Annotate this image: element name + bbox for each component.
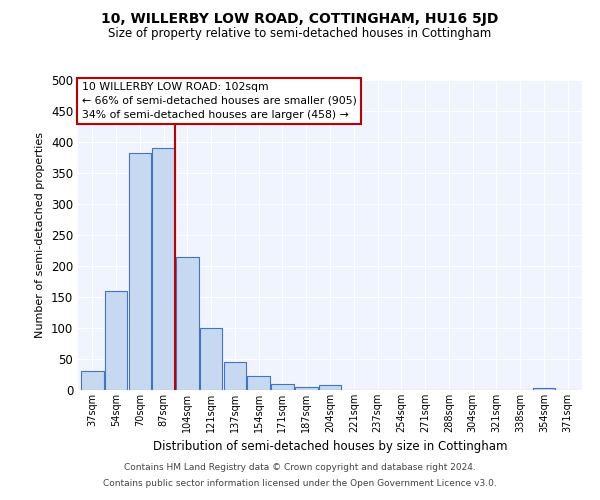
Bar — [152, 148, 175, 390]
Y-axis label: Number of semi-detached properties: Number of semi-detached properties — [35, 132, 46, 338]
Bar — [224, 362, 246, 390]
Bar — [319, 385, 341, 390]
Bar — [81, 372, 104, 390]
Text: 10, WILLERBY LOW ROAD, COTTINGHAM, HU16 5JD: 10, WILLERBY LOW ROAD, COTTINGHAM, HU16 … — [101, 12, 499, 26]
Bar — [200, 328, 223, 390]
X-axis label: Distribution of semi-detached houses by size in Cottingham: Distribution of semi-detached houses by … — [153, 440, 507, 454]
Bar — [247, 376, 270, 390]
Text: Size of property relative to semi-detached houses in Cottingham: Size of property relative to semi-detach… — [109, 28, 491, 40]
Text: 10 WILLERBY LOW ROAD: 102sqm
← 66% of semi-detached houses are smaller (905)
34%: 10 WILLERBY LOW ROAD: 102sqm ← 66% of se… — [82, 82, 356, 120]
Bar — [128, 152, 151, 390]
Bar — [271, 384, 294, 390]
Bar — [533, 388, 555, 390]
Text: Contains public sector information licensed under the Open Government Licence v3: Contains public sector information licen… — [103, 478, 497, 488]
Text: Contains HM Land Registry data © Crown copyright and database right 2024.: Contains HM Land Registry data © Crown c… — [124, 464, 476, 472]
Bar — [176, 256, 199, 390]
Bar — [295, 387, 317, 390]
Bar — [105, 291, 127, 390]
